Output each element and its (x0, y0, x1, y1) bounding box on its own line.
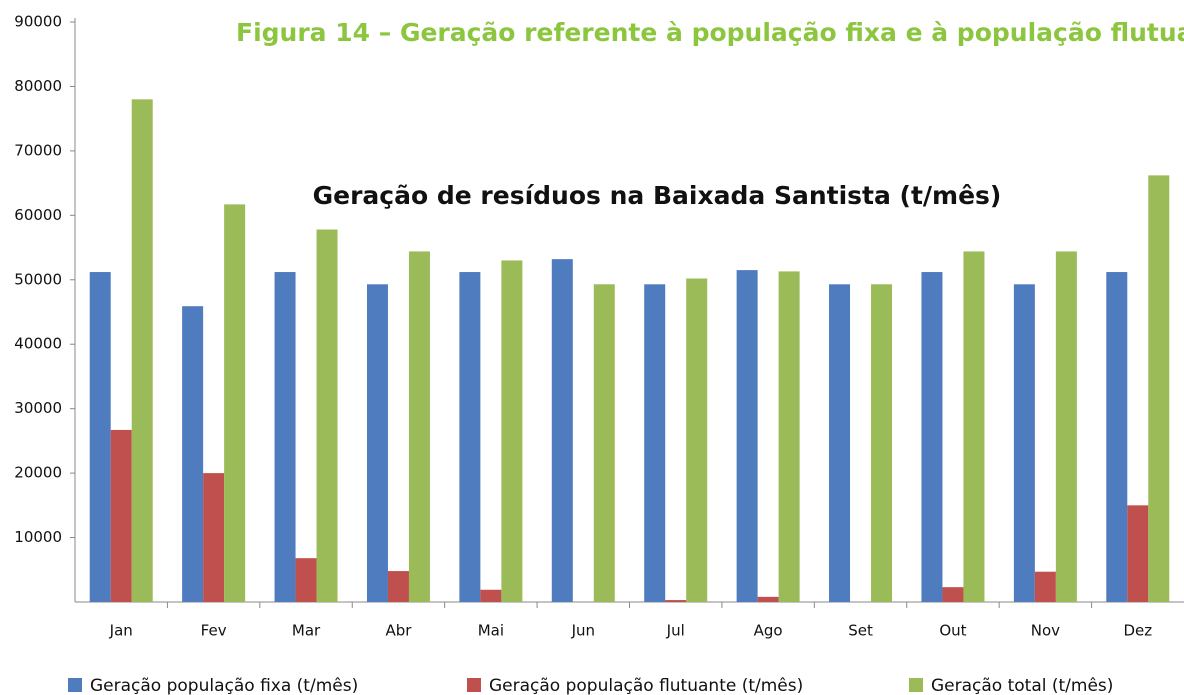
bar (182, 306, 204, 602)
bar (736, 270, 758, 602)
bar (757, 596, 779, 602)
y-tick-label: 40000 (14, 335, 62, 353)
y-tick-label: 10000 (14, 528, 62, 546)
bar (1127, 505, 1149, 602)
bar (408, 251, 430, 602)
y-tick-label: 30000 (14, 399, 62, 417)
bar (665, 600, 687, 602)
bar (963, 251, 985, 602)
bar (89, 272, 111, 602)
bar (1013, 284, 1035, 602)
bar (131, 99, 153, 602)
bar (316, 229, 338, 602)
y-tick-label: 60000 (14, 206, 62, 224)
x-tick-label: Abr (385, 622, 412, 640)
legend-label: Geração população fixa (t/mês) (90, 676, 358, 695)
bar (459, 272, 481, 602)
bar (551, 259, 573, 602)
bar (480, 589, 502, 602)
y-tick-label: 20000 (14, 464, 62, 482)
bar (110, 429, 132, 602)
bar (274, 272, 296, 602)
x-tick-label: Jul (666, 622, 685, 640)
y-tick-label: 70000 (14, 141, 62, 159)
bar (686, 278, 708, 602)
x-tick-label: Jun (571, 622, 595, 640)
legend-label: Geração população flutuante (t/mês) (489, 676, 803, 695)
bar (295, 558, 317, 602)
y-tick-label: 50000 (14, 270, 62, 288)
y-tick-label: 80000 (14, 77, 62, 95)
bar (501, 260, 523, 602)
legend-swatch (909, 678, 923, 692)
bar (203, 473, 225, 602)
bar (644, 284, 666, 602)
legend-label: Geração total (t/mês) (931, 676, 1113, 695)
x-tick-label: Ago (754, 622, 783, 640)
bar (1034, 571, 1056, 602)
bar (1148, 175, 1170, 602)
bar (778, 271, 800, 602)
legend-swatch (68, 678, 82, 692)
x-tick-label: Out (939, 622, 966, 640)
y-tick-label: 90000 (14, 13, 62, 31)
x-tick-label: Dez (1123, 622, 1152, 640)
bar (1055, 251, 1077, 602)
bar (871, 284, 893, 602)
bar (921, 272, 943, 602)
figure-caption: Figura 14 – Geração referente à populaçã… (236, 18, 1184, 47)
bar (366, 284, 388, 602)
bar (829, 284, 851, 602)
x-tick-label: Mai (478, 622, 504, 640)
bar (942, 587, 964, 602)
bar (224, 204, 246, 602)
x-tick-label: Fev (201, 622, 227, 640)
bar (593, 284, 615, 602)
bar (387, 571, 409, 602)
x-tick-label: Mar (292, 622, 321, 640)
x-tick-label: Jan (109, 622, 133, 640)
bar (1106, 272, 1128, 602)
chart-title: Geração de resíduos na Baixada Santista … (313, 181, 1002, 210)
x-tick-label: Set (848, 622, 873, 640)
legend-swatch (467, 678, 481, 692)
x-tick-label: Nov (1031, 622, 1060, 640)
